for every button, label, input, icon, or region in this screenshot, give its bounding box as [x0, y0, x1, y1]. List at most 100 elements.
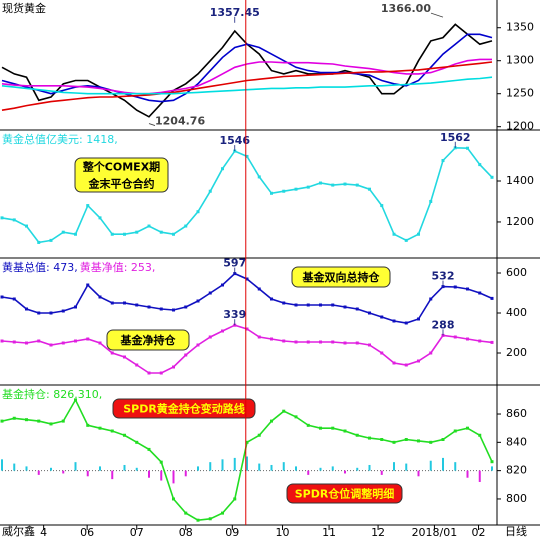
point-marker: [294, 187, 298, 191]
point-marker: [98, 341, 102, 345]
flow-bar: [429, 460, 432, 471]
series-line: [1, 58, 492, 95]
point-marker: [294, 415, 298, 419]
flow-bar: [356, 467, 359, 471]
flow-bar: [50, 467, 52, 471]
point-marker: [123, 301, 126, 305]
point-marker: [172, 497, 175, 501]
note-text: SPDR黄金持仓变动路线: [123, 402, 245, 416]
point-marker: [343, 182, 347, 186]
annotation: 1204.76: [155, 115, 205, 128]
flow-bar: [86, 470, 89, 477]
point-marker: [368, 311, 371, 315]
point-marker: [184, 511, 188, 515]
y-tick-label: 1250: [506, 87, 534, 100]
point-marker: [355, 307, 359, 311]
x-tick-label: 2018/01: [412, 526, 458, 539]
point-marker: [49, 422, 53, 426]
flow-bar: [380, 470, 383, 475]
flow-bar: [344, 470, 346, 474]
point-marker: [466, 337, 469, 341]
x-tick-label: 09: [225, 526, 239, 539]
point-marker: [245, 327, 249, 331]
x-tick-label: 07: [130, 526, 144, 539]
flow-bar: [368, 464, 371, 471]
point-marker: [147, 447, 151, 451]
point-marker: [86, 337, 90, 341]
point-marker: [404, 321, 408, 325]
point-marker: [490, 460, 494, 464]
point-marker: [25, 307, 28, 311]
point-marker: [270, 337, 273, 341]
point-marker: [86, 423, 90, 427]
point-marker: [196, 210, 200, 214]
annotation: 1562: [440, 131, 471, 144]
point-marker: [368, 343, 371, 347]
y-tick-label: 400: [506, 306, 527, 319]
point-marker: [355, 433, 359, 437]
flow-bar: [172, 470, 175, 484]
point-marker: [368, 187, 371, 191]
note-box: [112, 398, 256, 419]
point-marker: [490, 296, 494, 300]
annotation: 1546: [219, 134, 250, 147]
point-marker: [319, 303, 322, 307]
point-marker: [98, 216, 102, 220]
point-marker: [37, 311, 41, 315]
point-marker: [208, 517, 212, 521]
panel-title: 现货黄金: [2, 1, 46, 15]
point-marker: [25, 341, 28, 345]
point-marker: [343, 341, 347, 345]
point-marker: [12, 297, 16, 301]
y-tick-label: 860: [506, 407, 527, 420]
point-marker: [123, 355, 126, 359]
point-marker: [257, 335, 261, 339]
note-text: SPDR仓位调整明细: [295, 487, 395, 501]
point-marker: [380, 351, 384, 355]
point-marker: [74, 398, 77, 402]
flow-bar: [454, 462, 457, 471]
point-marker: [147, 305, 151, 309]
annotation: 532: [432, 270, 455, 283]
x-tick-label: 06: [80, 526, 94, 539]
footer-right: 日线: [505, 524, 527, 538]
note-box: [291, 266, 391, 288]
point-marker: [37, 419, 41, 423]
y-tick-label: 1350: [506, 21, 534, 34]
point-marker: [221, 329, 224, 333]
point-marker: [331, 183, 335, 187]
annotation-leader: [148, 123, 156, 126]
y-tick-label: 1400: [506, 174, 534, 187]
point-marker: [417, 439, 420, 443]
flow-bar: [13, 463, 16, 471]
note-text: 基金双向总持仓: [302, 270, 381, 284]
point-marker: [294, 303, 298, 307]
point-marker: [0, 339, 4, 343]
y-tick-label: 820: [506, 464, 527, 477]
point-marker: [343, 305, 347, 309]
x-tick-label: 08: [179, 526, 193, 539]
x-tick-label: 12: [371, 526, 385, 539]
point-marker: [306, 423, 310, 427]
flow-bar: [148, 470, 150, 478]
flow-bar: [258, 463, 261, 471]
x-tick-label: 10: [276, 526, 290, 539]
point-marker: [12, 340, 16, 344]
flow-bar: [246, 456, 248, 471]
point-marker: [392, 232, 396, 236]
point-marker: [404, 437, 408, 441]
point-marker: [0, 216, 4, 220]
point-marker: [147, 224, 151, 228]
flow-bar: [160, 470, 163, 481]
point-marker: [37, 240, 41, 244]
flow-bar: [184, 470, 187, 477]
point-marker: [49, 343, 53, 347]
point-marker: [478, 339, 482, 343]
flow-bar: [405, 463, 408, 471]
x-tick-label: 11: [322, 526, 336, 539]
point-marker: [417, 359, 420, 363]
point-marker: [429, 440, 433, 444]
flow-bar: [478, 470, 481, 482]
